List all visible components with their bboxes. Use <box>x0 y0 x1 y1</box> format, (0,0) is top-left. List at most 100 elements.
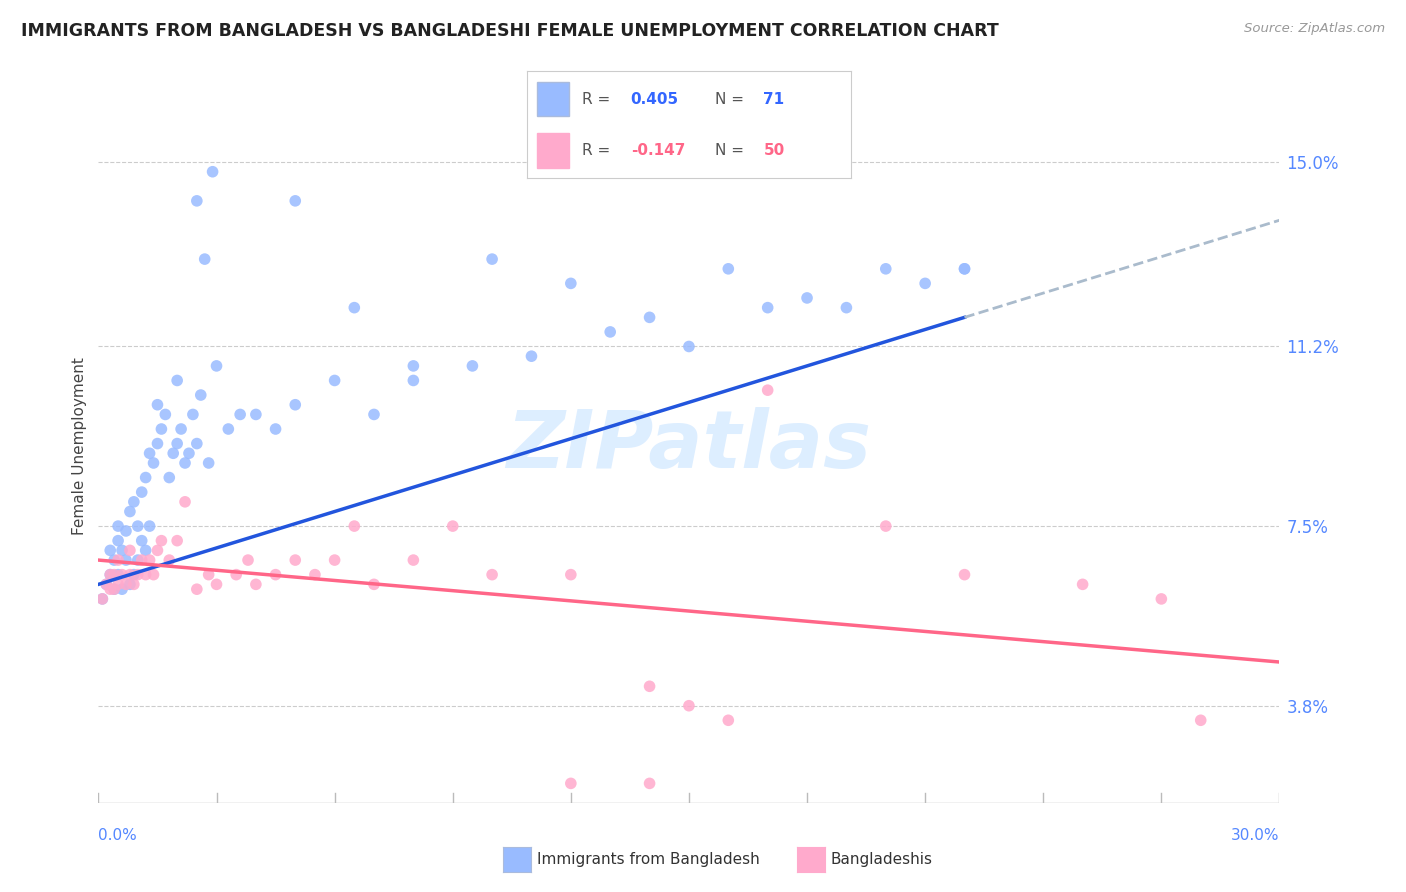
Point <box>402 374 425 388</box>
Point <box>131 533 153 548</box>
Point <box>98 567 121 582</box>
Point <box>560 567 582 582</box>
Point <box>186 582 208 597</box>
Point <box>138 446 160 460</box>
Point <box>177 446 200 460</box>
Point <box>186 194 208 208</box>
Point <box>103 582 125 597</box>
Text: R =: R = <box>582 143 616 158</box>
Point <box>135 567 157 582</box>
Point <box>157 470 180 484</box>
Point <box>638 776 661 790</box>
Point <box>363 577 385 591</box>
Point <box>98 582 121 597</box>
Point <box>678 698 700 713</box>
Point <box>103 553 125 567</box>
Point <box>599 325 621 339</box>
Point <box>107 519 129 533</box>
Point <box>127 567 149 582</box>
Point <box>756 301 779 315</box>
Point <box>127 553 149 567</box>
Point <box>284 194 307 208</box>
Point <box>402 553 425 567</box>
Y-axis label: Female Unemployment: Female Unemployment <box>72 357 87 535</box>
Point <box>103 582 125 597</box>
Point <box>205 359 228 373</box>
Point <box>98 567 121 582</box>
Text: Source: ZipAtlas.com: Source: ZipAtlas.com <box>1244 22 1385 36</box>
Point <box>678 339 700 353</box>
Point <box>181 408 204 422</box>
Text: 0.405: 0.405 <box>631 92 679 107</box>
Point <box>135 543 157 558</box>
Point <box>122 577 145 591</box>
Point <box>115 524 138 538</box>
Point <box>363 408 385 422</box>
Point <box>236 553 259 567</box>
Point <box>146 436 169 450</box>
Point <box>118 543 141 558</box>
Point <box>146 398 169 412</box>
Point <box>323 553 346 567</box>
Point <box>441 519 464 533</box>
Text: N =: N = <box>714 92 748 107</box>
Point <box>107 533 129 548</box>
Point <box>875 261 897 276</box>
Point <box>166 374 188 388</box>
Point <box>756 383 779 397</box>
Point <box>953 261 976 276</box>
Point <box>264 567 287 582</box>
Point <box>217 422 239 436</box>
Point <box>103 567 125 582</box>
Point <box>264 422 287 436</box>
Point <box>197 567 219 582</box>
Point <box>131 485 153 500</box>
Point <box>135 470 157 484</box>
Point <box>174 456 197 470</box>
Text: IMMIGRANTS FROM BANGLADESH VS BANGLADESHI FEMALE UNEMPLOYMENT CORRELATION CHART: IMMIGRANTS FROM BANGLADESH VS BANGLADESH… <box>21 22 998 40</box>
Text: Immigrants from Bangladesh: Immigrants from Bangladesh <box>537 853 759 867</box>
Text: ZIPatlas: ZIPatlas <box>506 407 872 485</box>
Point <box>96 577 118 591</box>
Point <box>343 519 366 533</box>
Point <box>118 577 141 591</box>
Point <box>197 456 219 470</box>
Point <box>91 591 114 606</box>
Point <box>98 543 121 558</box>
Point <box>284 398 307 412</box>
Point <box>560 277 582 291</box>
Point <box>127 519 149 533</box>
Point <box>91 591 114 606</box>
Point <box>402 359 425 373</box>
Point <box>186 436 208 450</box>
Point <box>284 553 307 567</box>
Bar <box>537 82 569 116</box>
Point <box>560 776 582 790</box>
Point <box>914 277 936 291</box>
Point <box>96 577 118 591</box>
Text: 0.0%: 0.0% <box>98 828 138 843</box>
Point <box>953 567 976 582</box>
Point <box>150 533 173 548</box>
Point <box>638 679 661 693</box>
Point <box>142 456 165 470</box>
Point <box>115 577 138 591</box>
Point <box>115 553 138 567</box>
Text: N =: N = <box>714 143 748 158</box>
Point <box>1150 591 1173 606</box>
Point <box>166 533 188 548</box>
Point <box>245 408 267 422</box>
Text: 71: 71 <box>763 92 785 107</box>
Point <box>201 165 224 179</box>
Text: 50: 50 <box>763 143 785 158</box>
Point <box>155 408 177 422</box>
Text: Bangladeshis: Bangladeshis <box>831 853 934 867</box>
Point <box>118 504 141 518</box>
Bar <box>537 134 569 168</box>
Point <box>162 446 184 460</box>
Point <box>205 577 228 591</box>
Point <box>323 374 346 388</box>
Point <box>157 553 180 567</box>
Point <box>835 301 858 315</box>
Text: 30.0%: 30.0% <box>1232 828 1279 843</box>
